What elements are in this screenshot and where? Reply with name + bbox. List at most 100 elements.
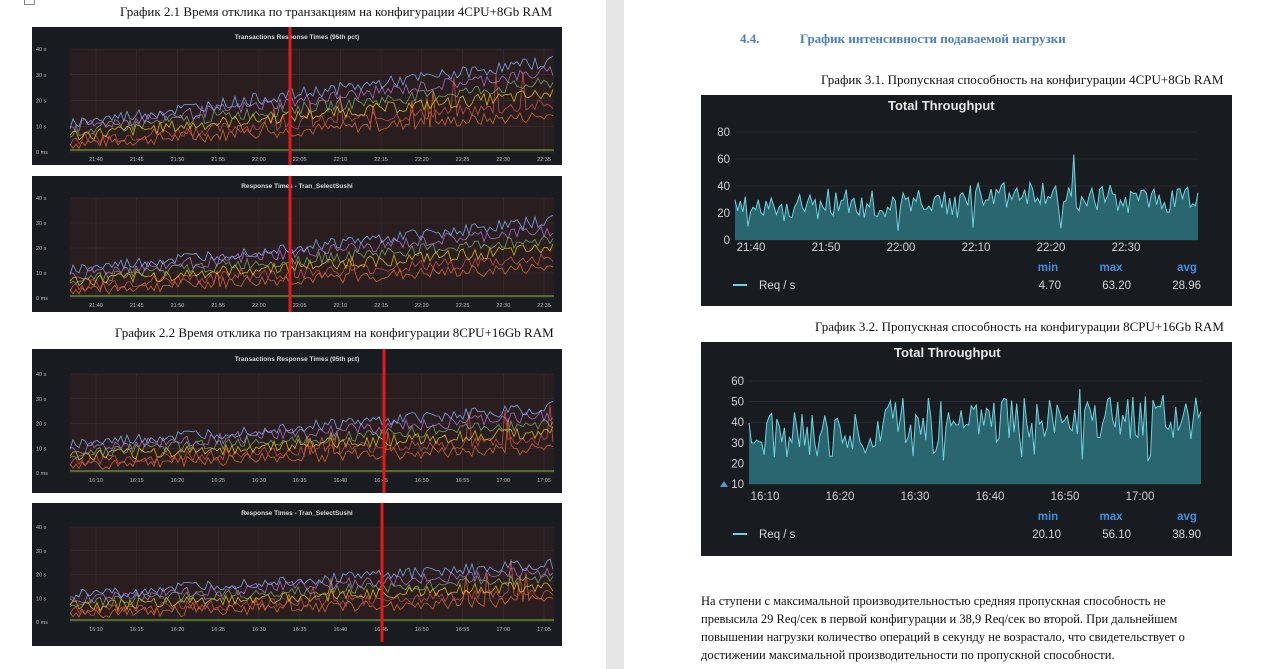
legend-value: 28.96 — [1172, 280, 1201, 292]
chart-title: Total Throughput — [888, 98, 995, 113]
y-tick-label: 60 — [731, 376, 744, 388]
x-tick-label: 17:05 — [537, 478, 551, 484]
y-tick-label: 40 s — [36, 196, 47, 202]
y-tick-label: 10 s — [36, 271, 47, 277]
x-tick-label: 17:00 — [1126, 491, 1155, 503]
x-tick-label: 16:20 — [826, 491, 855, 503]
x-tick-label: 16:50 — [415, 478, 429, 484]
y-tick-label: 20 — [731, 458, 744, 470]
series-line — [69, 243, 554, 287]
series-line — [69, 425, 554, 461]
series-line — [748, 388, 1202, 462]
y-tick-label: 20 s — [36, 99, 47, 105]
series-line — [69, 558, 554, 602]
y-tick-label: 20 s — [36, 422, 47, 428]
y-tick-label: 30 — [731, 438, 744, 450]
legend-header: avg — [1177, 262, 1197, 274]
figure-caption-3-1: График 3.1. Пропускная способность на ко… — [821, 72, 1224, 87]
x-tick-label: 16:40 — [976, 491, 1005, 503]
figure-caption-2-2: График 2.2 Время отклика по транзакциям … — [115, 325, 554, 340]
legend-header: max — [1099, 511, 1123, 523]
paragraph-line: достижении максимальной производительнос… — [701, 648, 1115, 662]
series-line — [69, 580, 554, 612]
x-tick-label: 16:10 — [89, 627, 103, 633]
x-tick-label: 21:50 — [171, 157, 185, 163]
y-tick-label: 0 — [724, 235, 730, 247]
legend-header: avg — [1177, 511, 1197, 523]
series-area — [749, 389, 1201, 484]
legend-value: 63.20 — [1102, 280, 1131, 292]
response-time-chart-1: Transactions Response Times (95th pct) 40… — [36, 27, 554, 165]
paragraph-line: повышении нагрузки количество операций в… — [701, 630, 1185, 644]
y-tick-label: 30 s — [36, 73, 47, 79]
series-line — [69, 409, 554, 454]
y-tick-label: 40 s — [36, 372, 47, 378]
x-tick-label: 22:20 — [415, 157, 429, 163]
x-tick-label: 16:30 — [252, 627, 266, 633]
x-tick-label: 22:35 — [537, 303, 551, 309]
response-time-chart-3: Transactions Response Times (95th pct) 40… — [36, 349, 554, 493]
x-tick-label: 22:00 — [887, 242, 916, 254]
x-tick-label: 16:10 — [751, 491, 780, 503]
annotation-marker-icon — [720, 481, 728, 487]
y-tick-label: 30 s — [36, 549, 47, 555]
x-tick-label: 21:55 — [211, 157, 225, 163]
legend-header: min — [1038, 262, 1058, 274]
series-line — [69, 235, 554, 284]
y-tick-label: 0 ms — [36, 296, 48, 302]
response-time-chart-2: Response Times - Tran_SelectSushi 40 s 30 … — [36, 176, 554, 312]
legend-value: 56.10 — [1102, 529, 1131, 541]
throughput-chart-2: Total Throughput 60 50 40 30 20 10 16:10 16:20 16… — [720, 345, 1202, 541]
y-tick-label: 10 s — [36, 446, 47, 452]
legend-series-name: Req / s — [759, 280, 796, 292]
x-tick-label: 16:35 — [293, 627, 307, 633]
checkbox-icon[interactable] — [24, 0, 35, 5]
series-line — [69, 215, 554, 275]
series-line — [734, 154, 1199, 231]
chart-title: Response Times - Tran_SelectSushi — [241, 510, 353, 517]
y-tick-label: 20 s — [36, 573, 47, 579]
paragraph-line: превысила 29 Req/сек в первой конфигурац… — [701, 612, 1178, 626]
y-tick-label: 30 s — [36, 221, 47, 227]
figure-caption-3-2: График 3.2. Пропускная способность на ко… — [815, 319, 1224, 334]
x-tick-label: 22:00 — [252, 303, 266, 309]
y-tick-label: 40 s — [36, 525, 47, 531]
series-line — [69, 567, 554, 605]
x-tick-label: 21:40 — [89, 157, 103, 163]
section-number: 4.4. — [740, 31, 760, 46]
legend-series-name: Req / s — [759, 529, 796, 541]
x-tick-label: 17:00 — [496, 478, 510, 484]
response-time-panel-2: Response Times - Tran_SelectSushi 40 s 30 … — [32, 176, 562, 312]
x-tick-label: 22:30 — [496, 303, 510, 309]
y-tick-label: 80 — [717, 127, 730, 139]
x-tick-label: 21:40 — [89, 303, 103, 309]
legend-header: max — [1099, 262, 1123, 274]
throughput-chart-1: Total Throughput 80 60 40 20 0 21:40 21:50 22:00… — [717, 98, 1201, 292]
x-tick-label: 21:50 — [171, 303, 185, 309]
x-tick-label: 22:35 — [537, 157, 551, 163]
x-tick-label: 16:30 — [252, 478, 266, 484]
x-tick-label: 22:00 — [252, 157, 266, 163]
conclusion-paragraph: На ступени с максимальной производительн… — [701, 592, 1241, 664]
x-tick-label: 16:20 — [171, 627, 185, 633]
y-tick-label: 40 — [731, 417, 744, 429]
chart-title: Transactions Response Times (95th pct) — [235, 34, 360, 41]
series-line — [69, 573, 554, 608]
x-tick-label: 22:15 — [374, 157, 388, 163]
series-line — [69, 401, 554, 450]
response-time-panel-4: Response Times - Tran_SelectSushi 40 s 30 … — [32, 503, 562, 646]
series-line — [69, 77, 554, 138]
series-line — [69, 89, 554, 141]
x-tick-label: 22:25 — [456, 157, 470, 163]
series-line — [69, 418, 554, 470]
x-tick-label: 22:05 — [293, 157, 307, 163]
x-tick-label: 21:45 — [130, 157, 144, 163]
y-tick-label: 40 s — [36, 47, 47, 53]
x-tick-label: 16:55 — [456, 478, 470, 484]
x-tick-label: 16:25 — [211, 627, 225, 633]
x-tick-label: 22:10 — [962, 242, 991, 254]
y-tick-label: 50 — [731, 397, 744, 409]
x-tick-label: 22:05 — [293, 303, 307, 309]
legend-value: 4.70 — [1039, 280, 1061, 292]
x-tick-label: 22:10 — [333, 303, 347, 309]
